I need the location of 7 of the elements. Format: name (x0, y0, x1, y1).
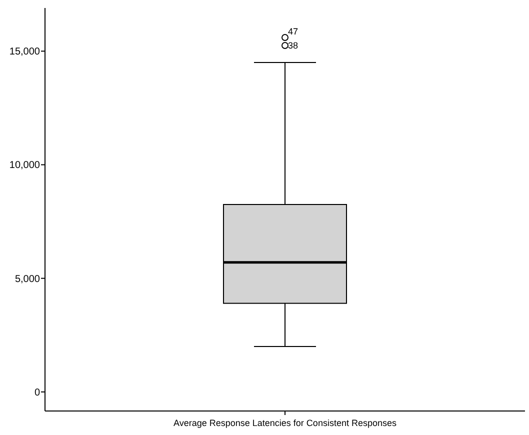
annotation: 47 (288, 26, 298, 37)
y-tick-label: 5,000 (14, 274, 40, 285)
x-tick-label: Average Response Latencies for Consistent Responses (174, 418, 397, 428)
y-tick-label: 10,000 (9, 160, 40, 172)
annotation: 38 (288, 40, 298, 50)
y-tick-label: 0 (34, 387, 40, 398)
y-tick-label: 15,000 (9, 46, 40, 58)
